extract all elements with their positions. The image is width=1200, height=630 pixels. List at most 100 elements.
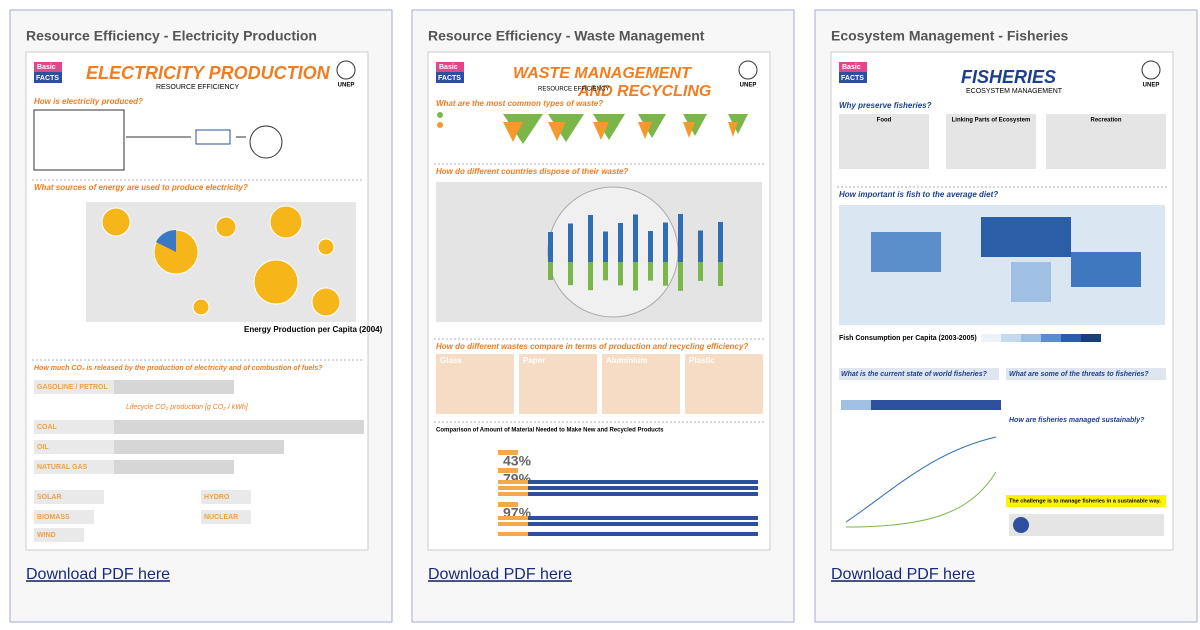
disposal-bar (568, 223, 573, 262)
badge-text: FACTS (841, 75, 864, 82)
waste-box (685, 354, 763, 414)
subchart-title: Lifecycle CO₂ production [g CO₂ / kWh] (126, 404, 249, 411)
info-box (946, 114, 1036, 169)
waste-box-title: Aluminium (606, 356, 647, 365)
energy-pie (192, 298, 210, 316)
org-logo (1141, 60, 1161, 80)
legend-swatch (1061, 334, 1081, 342)
waste-wedge (638, 122, 652, 139)
disposal-bar (603, 231, 608, 262)
co2-bar-label: OIL (37, 444, 49, 451)
section-heading: What are some of the threats to fisherie… (1009, 371, 1149, 378)
material-bar (498, 516, 528, 520)
waste-box (519, 354, 597, 414)
co2-bar-label-bg (34, 510, 94, 524)
section-heading: What sources of energy are used to produ… (34, 183, 248, 192)
material-bar (498, 516, 758, 520)
stock-bar (841, 400, 1001, 410)
disposal-bar (698, 262, 703, 281)
info-box-title: Food (877, 118, 892, 124)
disposal-bar (603, 262, 608, 281)
org-name: UNEP (1143, 83, 1160, 89)
badge-text: FACTS (438, 75, 461, 82)
co2-bar-label: BIOMASS (37, 514, 70, 521)
badge (34, 62, 62, 72)
badge-text: FACTS (36, 75, 59, 82)
section-heading: How important is fish to the average die… (839, 190, 998, 199)
waste-box (602, 354, 680, 414)
download-link[interactable]: Download PDF here (428, 566, 572, 583)
material-bar (498, 492, 758, 496)
percent-label: 79% (503, 471, 532, 487)
co2-bar-label: NATURAL GAS (37, 464, 88, 471)
energy-pie (269, 205, 303, 239)
material-bar (498, 532, 758, 536)
co2-bar-label: SOLAR (37, 494, 62, 501)
waste-wedge (593, 114, 625, 140)
disposal-bar (698, 230, 703, 262)
energy-pie (215, 216, 237, 238)
section-heading: Why preserve fisheries? (839, 101, 932, 110)
energy-pie (317, 238, 335, 256)
co2-bar-label: GASOLINE / PETROL (37, 384, 109, 391)
legend-swatch (1001, 334, 1021, 342)
material-bar (498, 492, 528, 496)
co2-bar-label-bg (34, 420, 114, 434)
poster-heading: AND RECYCLING (577, 83, 711, 100)
disposal-bar (548, 262, 553, 280)
msc-box (1009, 514, 1164, 536)
energy-pie (101, 207, 131, 237)
org-logo (336, 60, 356, 80)
waste-wedge (728, 114, 748, 134)
material-bar (498, 522, 758, 526)
legend-title: Fish Consumption per Capita (2003-2005) (839, 335, 977, 342)
badge-text: Basic (439, 64, 458, 71)
disposal-bar (588, 262, 593, 291)
badge (839, 62, 867, 72)
material-bar (498, 450, 518, 455)
material-bar (498, 522, 528, 526)
info-box-title: Recreation (1090, 118, 1121, 124)
disposal-bar (718, 262, 723, 286)
map-region (981, 217, 1071, 257)
disposal-bar (633, 214, 638, 262)
co2-bar-label: NUCLEAR (204, 514, 238, 521)
disposal-bar (633, 262, 638, 291)
comparison-title: Comparison of Amount of Material Needed … (436, 428, 664, 434)
badge (436, 62, 464, 72)
map-zoom (547, 186, 679, 318)
co2-bar-label: COAL (37, 424, 58, 431)
org-logo (738, 60, 758, 80)
poster-subheading: RESOURCE EFFICIENCY (538, 87, 609, 93)
co2-bar-label-bg (201, 510, 251, 524)
diagram-box (195, 129, 231, 145)
download-link[interactable]: Download PDF here (831, 566, 975, 583)
co2-bar-label-bg (34, 460, 114, 474)
legend-swatch (1041, 334, 1061, 342)
energy-pie (253, 259, 299, 305)
disposal-bar (618, 262, 623, 286)
section-heading: How are fisheries managed sustainably? (1009, 417, 1145, 424)
waste-wedge (503, 114, 543, 144)
section-heading: How is electricity produced? (34, 97, 143, 106)
waste-wedge (728, 122, 738, 137)
disposal-bar (588, 215, 593, 262)
legend-swatch (1081, 334, 1101, 342)
waste-wedge (503, 122, 523, 142)
section-band (1006, 368, 1166, 380)
disposal-bar (678, 214, 683, 262)
org-name: UNEP (740, 83, 757, 89)
disposal-bar (663, 262, 668, 286)
material-bar (498, 486, 528, 490)
map-region (871, 232, 941, 272)
co2-bar-label-bg (34, 528, 84, 542)
disposal-bar (568, 262, 573, 286)
badge-text: Basic (37, 64, 56, 71)
map-region (1011, 262, 1051, 302)
material-bar (498, 486, 758, 490)
co2-bar-label-bg (34, 440, 114, 454)
waste-wedge (683, 122, 695, 138)
download-link[interactable]: Download PDF here (26, 566, 170, 583)
waste-wedge (638, 114, 666, 138)
material-bar (498, 468, 518, 473)
